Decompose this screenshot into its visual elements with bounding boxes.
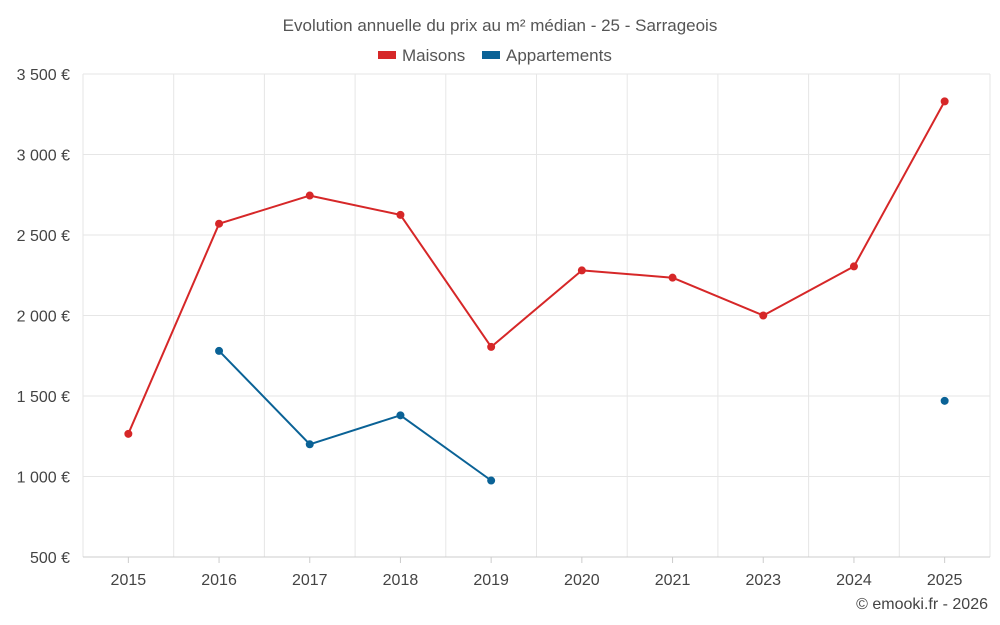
legend-label-appartements: Appartements xyxy=(506,46,612,65)
grid xyxy=(82,73,991,557)
data-point-appartements[interactable] xyxy=(305,440,314,449)
x-tick-label: 2021 xyxy=(655,572,691,589)
data-point-maisons[interactable] xyxy=(849,262,858,271)
data-point-appartements[interactable] xyxy=(215,346,224,355)
x-tick-label: 2019 xyxy=(473,572,509,589)
series xyxy=(124,97,949,485)
legend-swatch-appartements xyxy=(482,51,500,59)
y-axis: 500 € 1 000 € 1 500 € 2 000 € 2 500 € 3 000 €… xyxy=(17,67,70,567)
y-tick-label: 3 500 € xyxy=(17,67,70,84)
series-line-maisons xyxy=(127,100,946,435)
credit-text: © emooki.fr - 2026 xyxy=(856,596,988,613)
series-appartements xyxy=(215,346,949,485)
y-tick-label: 1 500 € xyxy=(17,389,70,406)
x-tick-label: 2023 xyxy=(745,572,781,589)
legend-swatch-maisons xyxy=(378,51,396,59)
x-axis: 2015 2016 2017 2018 2019 2020 2021 2023 2024 2025 xyxy=(83,556,990,589)
y-tick-label: 3 000 € xyxy=(17,148,70,165)
data-point-maisons[interactable] xyxy=(305,191,314,200)
data-point-maisons[interactable] xyxy=(759,311,768,320)
data-point-maisons[interactable] xyxy=(215,219,224,228)
y-tick-label: 2 000 € xyxy=(17,309,70,326)
data-point-appartements[interactable] xyxy=(487,476,496,485)
y-tick-label: 2 500 € xyxy=(17,228,70,245)
x-tick-label: 2024 xyxy=(836,572,872,589)
chart-title: Evolution annuelle du prix au m² médian … xyxy=(283,16,718,35)
x-tick-label: 2018 xyxy=(383,572,419,589)
legend-label-maisons: Maisons xyxy=(402,46,465,65)
data-point-maisons[interactable] xyxy=(396,210,405,219)
x-tick-label: 2015 xyxy=(111,572,147,589)
series-line-appartements xyxy=(218,350,492,482)
data-point-maisons[interactable] xyxy=(124,429,133,438)
data-point-maisons[interactable] xyxy=(940,97,949,106)
data-point-maisons[interactable] xyxy=(577,266,586,275)
legend-item-appartements[interactable]: Appartements xyxy=(482,46,612,65)
x-tick-label: 2017 xyxy=(292,572,328,589)
x-tick-label: 2016 xyxy=(201,572,237,589)
series-maisons xyxy=(124,97,949,438)
x-tick-label: 2020 xyxy=(564,572,600,589)
legend: Maisons Appartements xyxy=(378,46,612,65)
data-point-maisons[interactable] xyxy=(668,273,677,282)
y-tick-label: 1 000 € xyxy=(17,470,70,487)
data-point-appartements[interactable] xyxy=(396,411,405,420)
y-tick-label: 500 € xyxy=(30,550,70,567)
data-point-appartements[interactable] xyxy=(940,396,949,405)
data-point-maisons[interactable] xyxy=(487,342,496,351)
x-tick-label: 2025 xyxy=(927,572,963,589)
legend-item-maisons[interactable]: Maisons xyxy=(378,46,465,65)
